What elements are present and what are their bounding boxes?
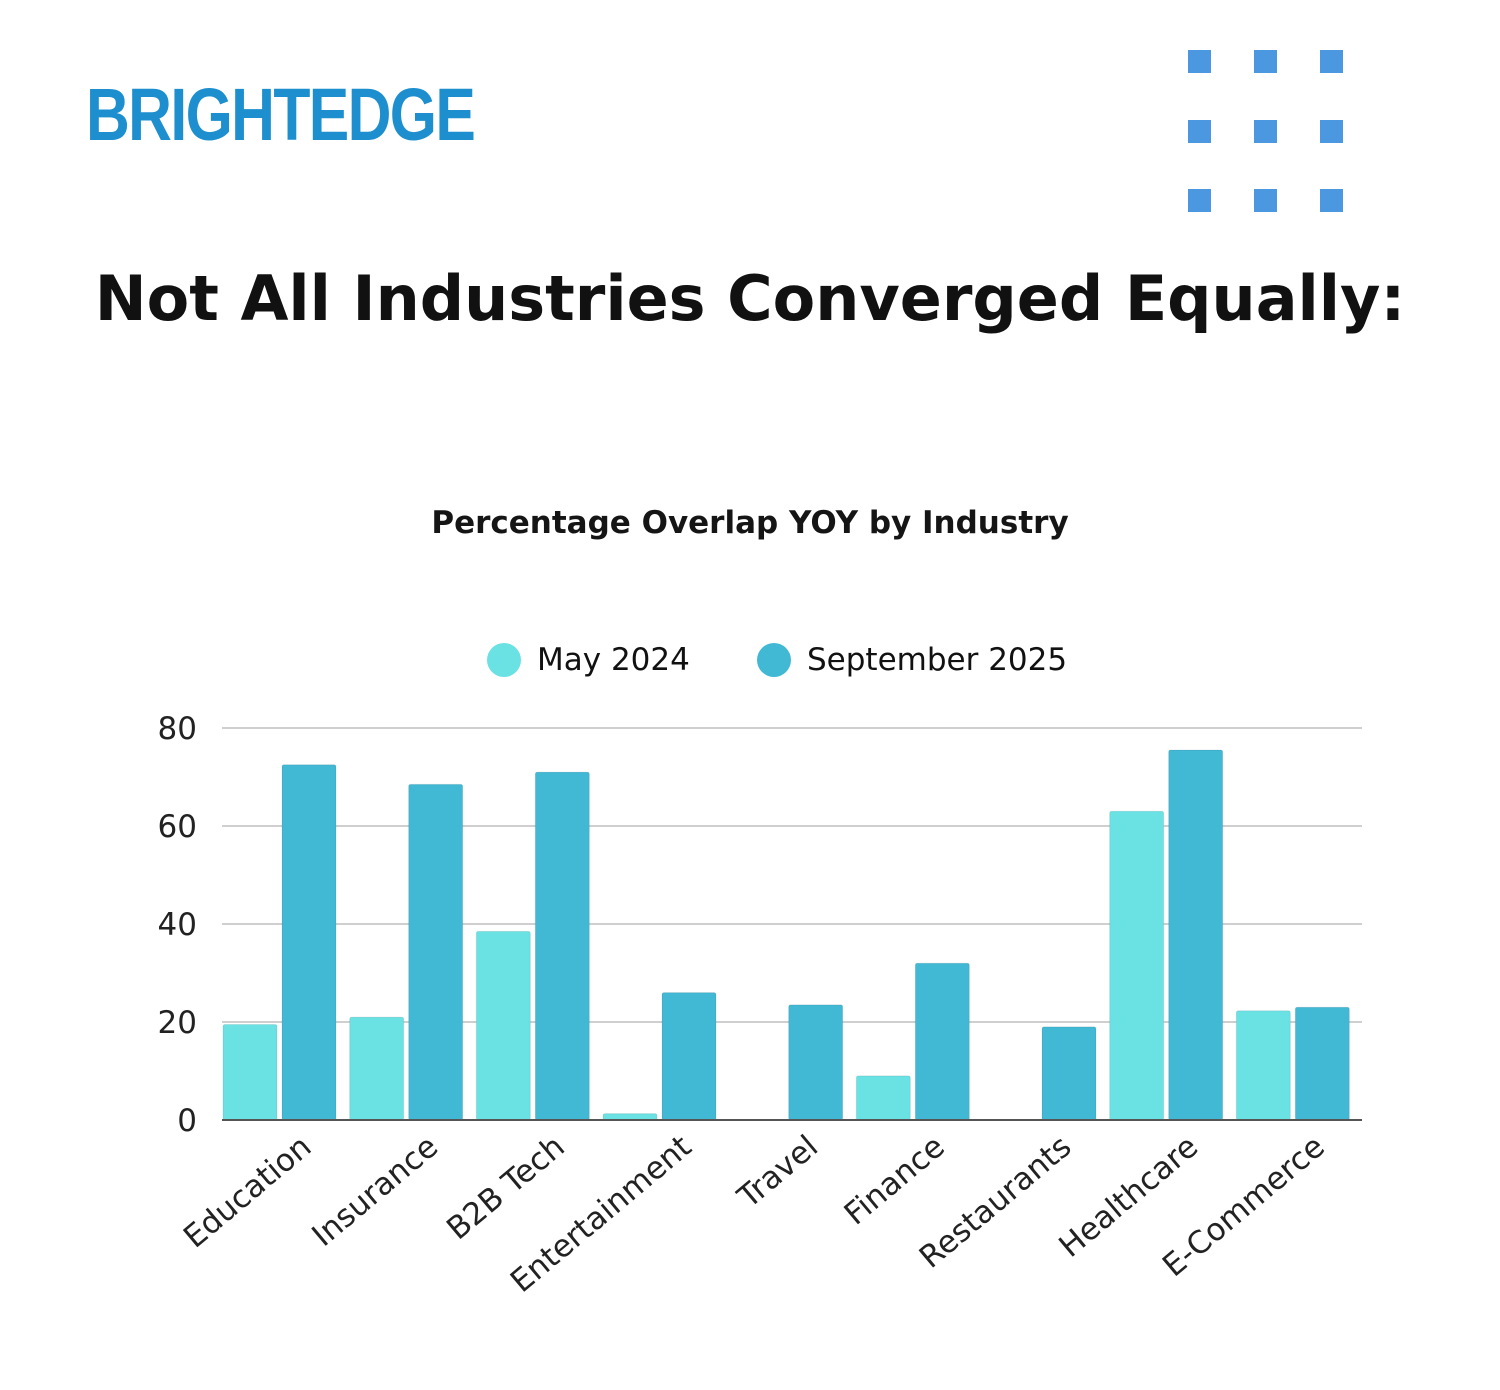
y-tick-label-40: 40 (158, 907, 197, 943)
grid-dot-0-1 (1254, 50, 1277, 73)
legend-swatch-may-2024 (487, 643, 521, 677)
y-tick-label-80: 80 (158, 711, 197, 747)
bar-insurance-september-2025 (408, 783, 464, 1121)
bar-restaurants-september-2025 (1041, 1026, 1097, 1121)
brightedge-logo: BRIGHTEDGE (86, 73, 476, 156)
x-tick-label-travel: Travel (731, 1129, 826, 1216)
bar-healthcare-september-2025 (1168, 749, 1224, 1121)
bar-education-may-2024 (222, 1023, 278, 1121)
bar-b2b-tech-may-2024 (475, 930, 531, 1121)
bar-e-commerce-september-2025 (1294, 1006, 1350, 1121)
grid-dot-1-0 (1188, 120, 1211, 143)
x-tick-label-education: Education (177, 1129, 318, 1256)
legend-swatch-september-2025 (757, 643, 791, 677)
x-tick-label-insurance: Insurance (305, 1129, 445, 1254)
grid-dot-2-1 (1254, 189, 1277, 212)
legend-item-september-2025: September 2025 (757, 642, 1067, 678)
legend-label-may-2024: May 2024 (537, 642, 690, 678)
dot-grid-icon (1188, 50, 1344, 212)
bar-education-september-2025 (281, 764, 337, 1121)
bar-finance-may-2024 (855, 1075, 911, 1121)
grid-dot-0-2 (1320, 50, 1343, 73)
x-tick-label-finance: Finance (838, 1129, 952, 1233)
bar-insurance-may-2024 (349, 1016, 405, 1121)
y-tick-label-0: 0 (177, 1103, 197, 1139)
grid-dot-2-2 (1320, 189, 1343, 212)
chart-title: Percentage Overlap YOY by Industry (431, 505, 1069, 541)
chart-legend: May 2024 September 2025 (0, 642, 1500, 686)
grid-dot-1-2 (1320, 120, 1343, 143)
bar-finance-september-2025 (914, 962, 970, 1121)
bar-healthcare-may-2024 (1109, 810, 1165, 1121)
bar-e-commerce-may-2024 (1235, 1010, 1291, 1121)
bar-entertainment-september-2025 (661, 992, 717, 1121)
grid-dot-2-0 (1188, 189, 1211, 212)
legend-label-september-2025: September 2025 (807, 642, 1068, 678)
x-tick-label-b2b-tech: B2B Tech (440, 1129, 572, 1248)
y-tick-label-20: 20 (158, 1005, 197, 1041)
bar-b2b-tech-september-2025 (534, 771, 590, 1121)
grid-dot-0-0 (1188, 50, 1211, 73)
y-tick-label-60: 60 (158, 809, 197, 845)
bar-travel-september-2025 (788, 1004, 844, 1121)
grid-dot-1-1 (1254, 120, 1277, 143)
legend-item-may-2024: May 2024 (487, 642, 690, 678)
page-headline: Not All Industries Converged Equally: (94, 262, 1406, 335)
